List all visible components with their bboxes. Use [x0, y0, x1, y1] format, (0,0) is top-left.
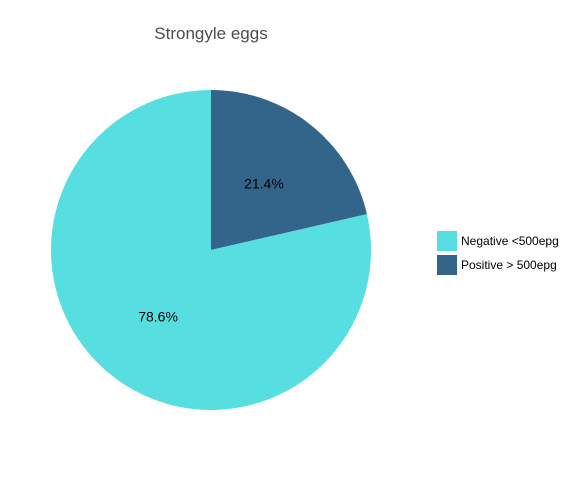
legend-label-1: Positive > 500epg: [461, 258, 557, 272]
slice-label-0: 78.6%: [138, 309, 178, 325]
pie-slice-0: [50, 90, 371, 410]
legend: Negative <500epg Positive > 500epg: [437, 231, 559, 275]
pie-slice-labels: 21.4% 78.6%: [138, 175, 284, 324]
legend-label-0: Negative <500epg: [461, 234, 559, 248]
legend-swatch-0: [437, 231, 457, 251]
legend-swatch-1: [437, 255, 457, 275]
slice-label-1: 21.4%: [244, 175, 284, 191]
pie-slices: [50, 90, 371, 410]
chart-title: Strongyle eggs: [154, 24, 267, 43]
pie-slice-1: [211, 90, 367, 250]
